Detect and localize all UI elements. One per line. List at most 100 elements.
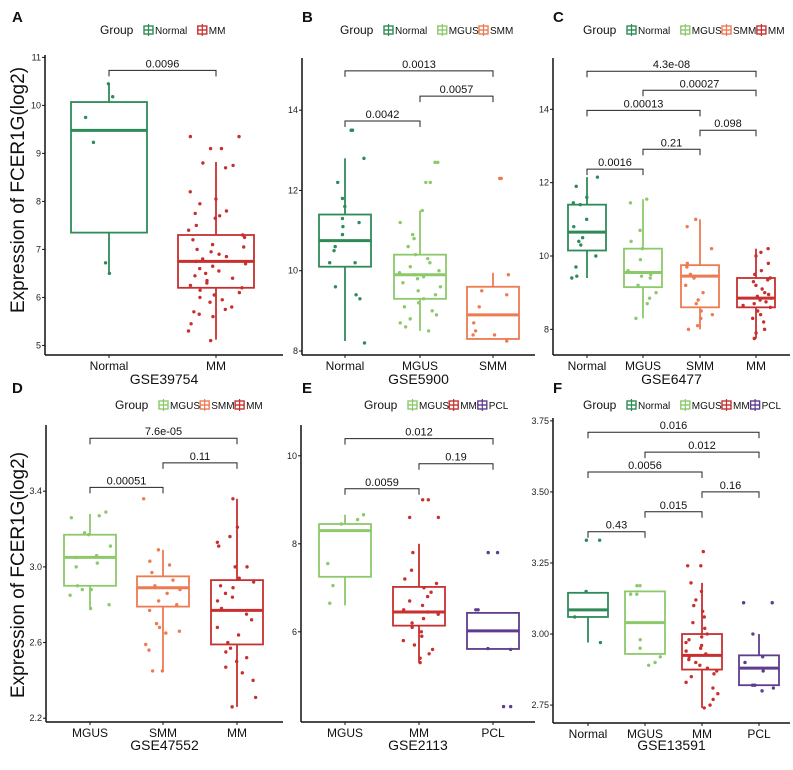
data-point xyxy=(358,297,362,301)
data-point xyxy=(193,274,197,278)
data-point xyxy=(188,134,193,139)
comparison-bracket: 0.0016 xyxy=(586,157,644,176)
legend-title: Group xyxy=(583,398,617,412)
data-point xyxy=(628,592,633,596)
data-point xyxy=(704,652,708,656)
bracket-line xyxy=(344,438,494,445)
data-point xyxy=(147,648,151,652)
legend: Group MGUS SMM MM xyxy=(115,398,263,412)
box-iqr xyxy=(392,586,446,627)
data-point xyxy=(197,312,201,316)
data-point xyxy=(741,303,745,308)
legend-label: SMM xyxy=(490,26,513,37)
data-point xyxy=(658,655,662,659)
data-point xyxy=(433,160,437,165)
comparison-bracket: 4.3e-08 xyxy=(586,59,757,78)
data-point xyxy=(349,128,353,132)
data-point xyxy=(638,638,642,642)
data-point xyxy=(436,612,440,616)
y-tick-label: 2.75 xyxy=(531,700,549,710)
legend-key-mm: MM xyxy=(448,399,477,412)
x-tick-label: Normal xyxy=(568,359,607,373)
y-tick-label: 3.00 xyxy=(531,629,549,639)
data-point xyxy=(417,301,421,305)
data-point xyxy=(506,273,511,277)
data-point xyxy=(107,271,112,276)
data-point xyxy=(251,580,256,584)
y-tick-label: 8 xyxy=(293,346,298,356)
data-point xyxy=(175,603,179,607)
comparison-bracket: 0.21 xyxy=(642,137,701,156)
x-tick-label: MM xyxy=(692,727,712,741)
legend-label: PCL xyxy=(489,401,509,412)
panel-b: B Group Normal MGUS SMM 8 10 12 14 Normal MGUS SMM 0… xyxy=(288,9,535,387)
data-point xyxy=(82,531,87,535)
y-tick-label: 8 xyxy=(36,196,41,206)
data-point xyxy=(434,581,439,586)
legend-label: SMM xyxy=(733,26,756,37)
data-point xyxy=(472,321,476,325)
data-point xyxy=(702,615,706,619)
data-point xyxy=(194,223,199,228)
data-point xyxy=(106,82,111,86)
data-point xyxy=(214,197,218,201)
y-tick-label: 9 xyxy=(36,148,41,158)
data-point xyxy=(751,279,756,284)
y-tick-label: 8 xyxy=(292,539,297,549)
y-tick-label: 5 xyxy=(36,340,41,350)
p-value-label: 0.0059 xyxy=(365,477,399,489)
data-point xyxy=(226,640,230,645)
data-point xyxy=(398,321,402,325)
panel-c: C Group Normal MGUS SMM MM 8 10 12 14 Normal MGUS SM… xyxy=(539,9,790,387)
data-point xyxy=(753,272,757,277)
panel-letter: E xyxy=(302,380,312,397)
data-point xyxy=(194,259,198,264)
legend-label: MGUS xyxy=(170,401,200,412)
data-point xyxy=(425,594,430,599)
data-point xyxy=(768,276,772,280)
data-point xyxy=(759,250,763,255)
panel-letter: A xyxy=(12,9,23,26)
data-point xyxy=(699,643,704,648)
data-point xyxy=(761,669,765,673)
legend-key-smm: SMM xyxy=(199,399,235,412)
data-point xyxy=(755,294,760,299)
comparison-bracket: 0.0096 xyxy=(108,58,217,77)
data-point xyxy=(237,576,241,580)
y-tick-label: 14 xyxy=(288,105,298,115)
data-point xyxy=(410,625,414,630)
data-point xyxy=(217,544,221,548)
data-point xyxy=(354,293,358,297)
y-tick-label: 11 xyxy=(32,52,41,62)
data-point xyxy=(687,657,691,662)
x-tick-label: MM xyxy=(746,359,766,373)
p-value-label: 0.43 xyxy=(606,520,627,532)
legend-key-mgus: MGUS xyxy=(680,399,722,412)
data-point xyxy=(584,589,588,594)
data-point xyxy=(754,254,758,258)
panel-letter: C xyxy=(553,9,564,26)
data-point xyxy=(752,336,756,341)
box-iqr xyxy=(567,203,607,252)
legend-label: SMM xyxy=(211,401,234,412)
legend-key-normal: Normal xyxy=(626,24,670,37)
data-point xyxy=(687,638,691,642)
data-point xyxy=(407,515,412,520)
bracket-line xyxy=(162,462,238,469)
panel-a: A Group Normal MM 5 6 7 8 9 10 11 Normal MM 0.0096 GSE… xyxy=(12,9,283,387)
data-point xyxy=(407,599,412,603)
data-point xyxy=(217,214,222,218)
p-value-label: 0.012 xyxy=(405,427,433,439)
data-point xyxy=(242,235,247,240)
legend: Group Normal MGUS SMM xyxy=(340,23,513,37)
y-tick-label: 12 xyxy=(539,178,549,188)
data-point xyxy=(198,295,202,300)
data-point xyxy=(754,283,758,288)
data-point xyxy=(148,559,152,563)
data-point xyxy=(104,510,108,514)
data-point xyxy=(230,595,235,599)
data-point xyxy=(223,591,228,596)
comparison-bracket: 0.19 xyxy=(418,452,494,470)
